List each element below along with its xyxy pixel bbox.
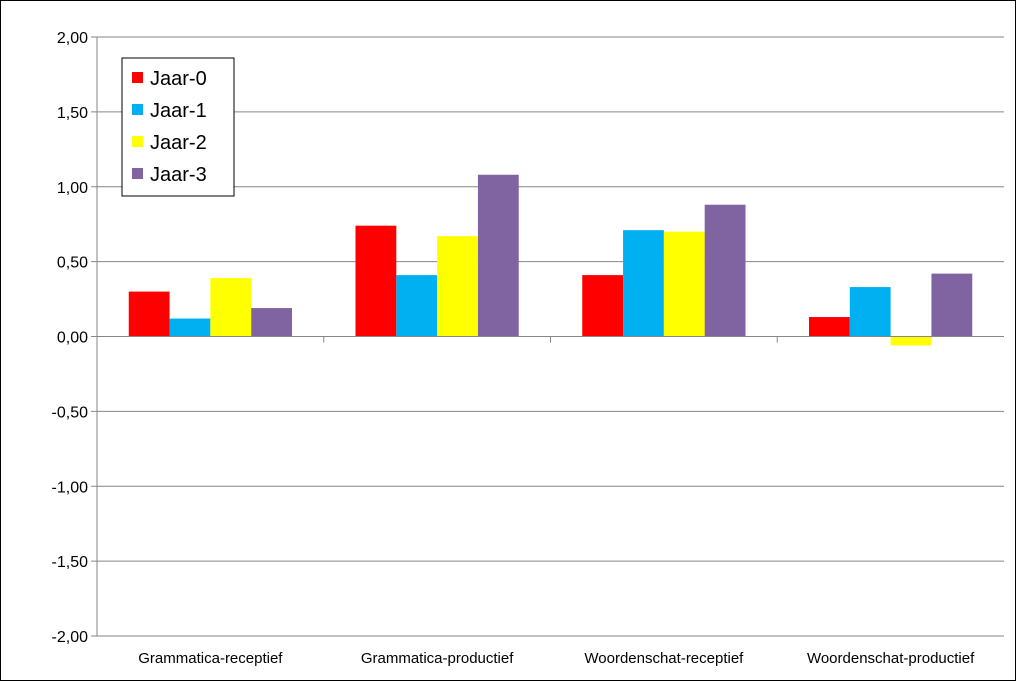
y-tick-label: 2,00 bbox=[57, 30, 88, 47]
legend-label: Jaar-2 bbox=[150, 132, 207, 154]
y-tick-label: -0,50 bbox=[52, 404, 89, 421]
bar-jaar-2 bbox=[890, 336, 932, 346]
bar-jaar-0 bbox=[582, 275, 624, 337]
bar-jaar-3 bbox=[931, 273, 973, 337]
legend-swatch bbox=[132, 72, 143, 83]
bar-jaar-2 bbox=[663, 231, 705, 337]
y-tick-label: 0,50 bbox=[57, 255, 88, 272]
legend-swatch bbox=[132, 104, 143, 115]
y-tick-label: -1,50 bbox=[52, 554, 89, 571]
bar-jaar-1 bbox=[849, 287, 891, 337]
bar-jaar-0 bbox=[808, 317, 850, 337]
x-axis-labels: Grammatica-receptief Grammatica-productie… bbox=[138, 650, 975, 667]
bar-jaar-0 bbox=[128, 291, 170, 337]
legend-label: Jaar-3 bbox=[150, 164, 207, 186]
bar-jaar-1 bbox=[623, 230, 664, 337]
y-axis-labels: 2,00 1,50 1,00 0,50 0,00 -0,50 -1,00 -1,50 -2,00 bbox=[52, 30, 89, 646]
legend-label: Jaar-1 bbox=[150, 100, 207, 122]
bar-jaar-2 bbox=[437, 236, 478, 337]
y-tick-label: -2,00 bbox=[52, 629, 89, 646]
legend-label: Jaar-0 bbox=[150, 68, 207, 90]
x-category-label: Grammatica-receptief bbox=[138, 650, 283, 667]
x-category-label: Woordenschat-receptief bbox=[584, 650, 744, 667]
legend-swatch bbox=[132, 168, 143, 179]
axes bbox=[91, 36, 1004, 637]
bars bbox=[128, 174, 973, 346]
x-category-label: Woordenschat-productief bbox=[807, 650, 975, 667]
bar-jaar-1 bbox=[396, 275, 438, 337]
y-tick-label: -1,00 bbox=[52, 479, 89, 496]
bar-jaar-3 bbox=[251, 308, 293, 337]
bar-jaar-1 bbox=[169, 318, 211, 337]
y-tick-label: 1,50 bbox=[57, 105, 88, 122]
bar-jaar-3 bbox=[477, 174, 519, 337]
x-category-label: Grammatica-productief bbox=[361, 650, 514, 667]
y-tick-label: 1,00 bbox=[57, 180, 88, 197]
bar-jaar-3 bbox=[704, 204, 746, 337]
y-tick-label: 0,00 bbox=[57, 330, 88, 347]
bar-jaar-0 bbox=[355, 225, 397, 337]
bar-jaar-2 bbox=[210, 278, 252, 337]
legend-swatch bbox=[132, 136, 143, 147]
legend: Jaar-0 Jaar-1 Jaar-2 Jaar-3 bbox=[121, 57, 235, 197]
